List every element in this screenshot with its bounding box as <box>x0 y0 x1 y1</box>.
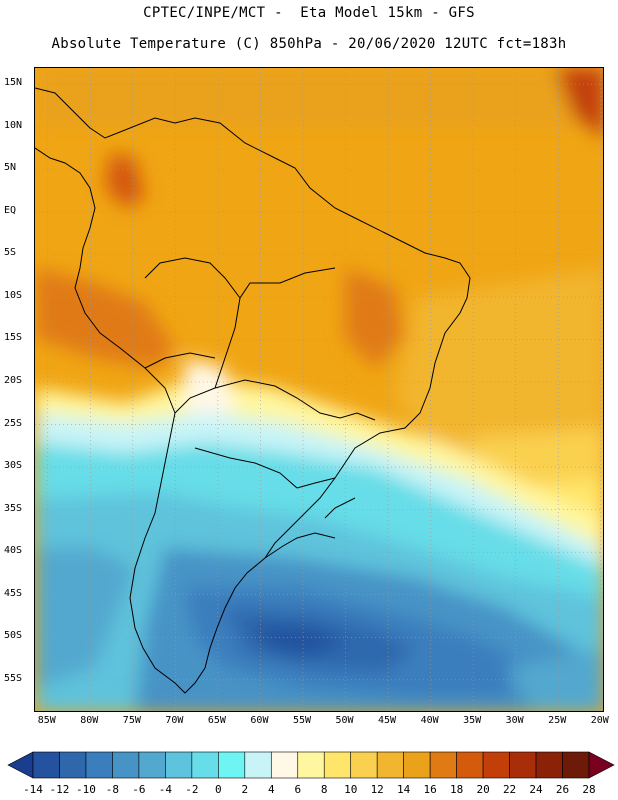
colorbar-tick-label: -14 <box>23 783 43 796</box>
latitude-label: 35S <box>4 502 23 514</box>
longitude-label: 40W <box>420 715 439 726</box>
temperature-field <box>35 68 603 711</box>
colorbar-tick-label: 20 <box>476 783 490 796</box>
latitude-label: 30S <box>4 460 23 472</box>
colorbar-tick-label: 0 <box>215 783 222 796</box>
longitude-label: 55W <box>292 715 312 726</box>
colorbar-swatch <box>323 751 352 779</box>
colorbar-swatch <box>482 751 510 779</box>
longitude-label: 45W <box>378 715 397 726</box>
latitude-label: 10N <box>4 119 23 131</box>
colorbar-tick-label: 8 <box>320 783 328 796</box>
map-title-line1: CPTEC/INPE/MCT - Eta Model 15km - GFS <box>143 5 475 21</box>
colorbar-overflow-arrow <box>588 751 615 779</box>
map-title-line2: Absolute Temperature (C) 850hPa - 20/06/… <box>51 36 567 52</box>
colorbar-tick-label: 12 <box>370 783 384 796</box>
longitude-label: 75W <box>122 715 141 726</box>
longitude-label: 30W <box>505 715 524 726</box>
latitude-label: 55S <box>4 672 23 684</box>
latitude-label: EQ <box>4 204 17 216</box>
colorbar-swatch <box>218 751 246 779</box>
colorbar-swatch <box>85 751 113 779</box>
colorbar-swatch <box>244 751 272 779</box>
colorbar-swatch <box>509 751 537 779</box>
latitude-label: 5S <box>4 247 17 259</box>
temperature-colorbar <box>7 751 615 779</box>
colorbar-swatch <box>59 751 87 779</box>
colorbar-tick-label: 18 <box>449 783 464 796</box>
colorbar-tick-label: 10 <box>344 783 358 796</box>
colorbar-swatch <box>456 751 484 779</box>
longitude-label: 50W <box>335 715 354 726</box>
colorbar-tick-label: 22 <box>502 783 517 796</box>
longitude-label: 20W <box>590 715 609 726</box>
longitude-label: 85W <box>37 715 56 726</box>
latitude-label: 20S <box>4 374 23 386</box>
latitude-label: 40S <box>4 545 23 557</box>
colorbar-tick-label: 26 <box>555 783 570 796</box>
coastlines <box>35 87 471 694</box>
colorbar-swatch <box>32 751 60 779</box>
colorbar-swatch <box>138 751 166 779</box>
colorbar-tick-label: 14 <box>397 783 411 796</box>
map-panel[interactable] <box>34 67 604 712</box>
latitude-label: 15S <box>4 332 23 344</box>
latitude-label: 10S <box>4 289 23 301</box>
latitude-label: 50S <box>4 630 23 642</box>
temperature-map[interactable] <box>35 68 604 712</box>
colorbar-swatch <box>535 751 563 779</box>
latitude-label: 25S <box>4 417 23 429</box>
colorbar-tick-label: -10 <box>76 783 96 796</box>
colorbar-underflow-arrow <box>7 751 34 779</box>
colorbar-tick-label: 6 <box>294 783 302 796</box>
latitude-label: 15N <box>4 77 23 89</box>
colorbar-swatch <box>562 751 590 779</box>
colorbar-swatch <box>191 751 219 779</box>
longitude-label: 35W <box>463 715 482 726</box>
colorbar-swatch <box>350 751 378 779</box>
longitude-label: 60W <box>250 715 269 726</box>
colorbar-tick-label: 16 <box>423 783 437 796</box>
colorbar-swatch <box>270 751 299 779</box>
colorbar-tick-label: -12 <box>49 783 70 796</box>
longitude-label: 25W <box>548 715 567 726</box>
colorbar-swatch <box>403 751 431 779</box>
colorbar-tick-label: 4 <box>267 783 275 796</box>
lat-lon-grid <box>35 68 603 711</box>
colorbar-tick-label: -8 <box>105 783 120 796</box>
colorbar-tick-label: -2 <box>185 783 199 796</box>
colorbar-swatch <box>165 751 193 779</box>
colorbar-swatch <box>376 751 404 779</box>
colorbar-tick-label: -6 <box>132 783 146 796</box>
colorbar-tick-label: 24 <box>529 783 543 796</box>
colorbar-tick-label: 28 <box>582 783 596 796</box>
latitude-label: 45S <box>4 587 23 599</box>
colorbar-tick-label: 2 <box>241 783 249 796</box>
colorbar-swatch <box>112 751 140 779</box>
longitude-label: 80W <box>80 715 99 726</box>
longitude-label: 65W <box>207 715 226 726</box>
latitude-label: 5N <box>4 162 17 174</box>
longitude-label: 70W <box>165 715 184 726</box>
colorbar-swatch <box>429 751 457 779</box>
colorbar-swatch <box>297 751 325 779</box>
colorbar-tick-label: -4 <box>158 783 172 796</box>
